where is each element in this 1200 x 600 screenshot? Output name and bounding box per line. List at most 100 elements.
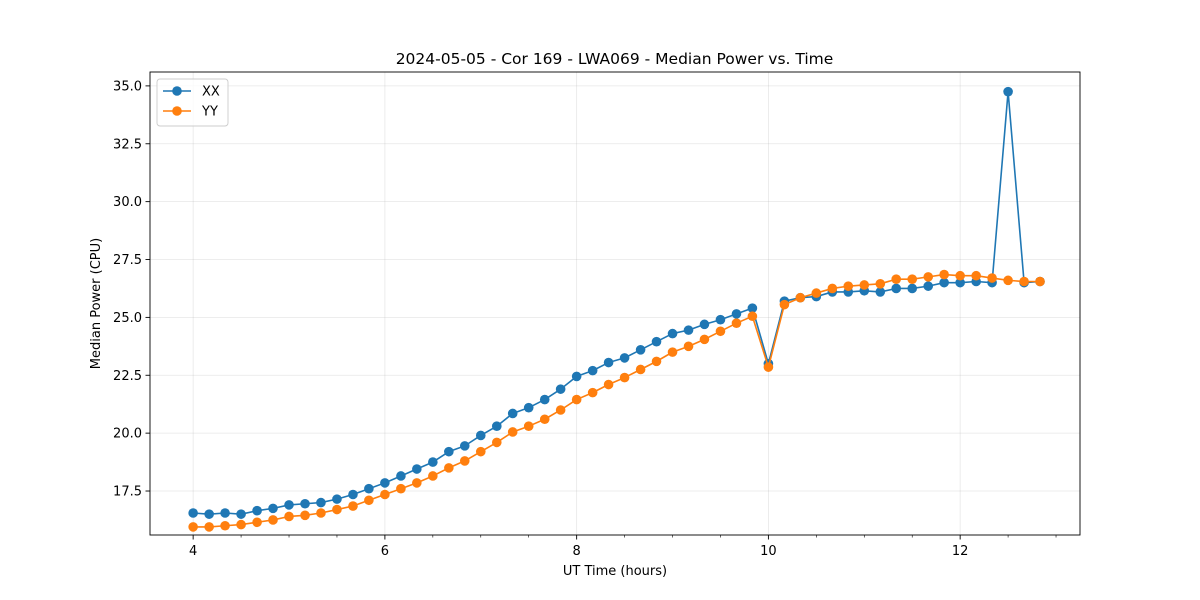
series-xx-point: [300, 498, 310, 509]
series-xx-point: [955, 277, 965, 288]
series-yy-point: [715, 326, 726, 337]
series-xx-point: [939, 277, 949, 288]
series-yy-line: [193, 273, 1041, 528]
series-yy-point: [188, 522, 198, 532]
series-xx-point: [555, 384, 566, 394]
series-yy-point: [699, 334, 710, 345]
series-yy-point: [284, 511, 294, 522]
series-yy-point: [1019, 276, 1029, 287]
series-xx: [188, 86, 1045, 519]
series-yy-point: [619, 372, 630, 383]
series-xx-point: [635, 345, 646, 355]
legend-label-xx: XX: [202, 85, 220, 100]
series-yy-point: [332, 504, 342, 515]
series-xx-point: [364, 483, 374, 494]
series-yy-point: [763, 362, 774, 372]
y-axis-label: Median Power (CPU): [89, 238, 104, 369]
series-yy-point: [603, 379, 614, 390]
series-yy-point: [428, 471, 438, 481]
x-tick-label: 12: [952, 544, 969, 559]
series-xx-point: [875, 287, 886, 297]
series-xx-point: [236, 509, 246, 519]
series-yy-point: [396, 483, 406, 494]
series-xx-point: [523, 402, 534, 413]
legend-entry-yy: YY: [163, 105, 218, 120]
series-xx-point: [1003, 86, 1013, 97]
y-tick-label: 32.5: [113, 137, 142, 152]
series-xx-point: [731, 309, 742, 319]
series-xx-point: [332, 494, 342, 504]
series-xx-point: [316, 497, 326, 508]
series-yy-point: [252, 517, 262, 528]
series-yy-point: [364, 495, 374, 506]
series-yy-point: [731, 318, 742, 328]
legend-label-yy: YY: [201, 105, 218, 120]
series-yy-point: [380, 489, 390, 500]
series-yy-point: [811, 288, 822, 298]
series-yy-point: [779, 299, 790, 310]
series-yy-point: [651, 356, 662, 367]
series-xx-point: [459, 441, 470, 451]
y-tick-label: 35.0: [113, 79, 142, 94]
series-yy-point: [459, 456, 470, 466]
axes: 4 6 8 10 12 17.5 20.0 22.5 25.0 27.5 30.0 32.5 35.0: [113, 79, 1057, 559]
series-yy-point: [523, 421, 534, 431]
y-tick-label: 17.5: [113, 485, 142, 500]
series-xx-point: [380, 478, 390, 488]
series-yy-point: [571, 394, 582, 405]
series-xx-point: [699, 319, 710, 330]
series-yy-point: [444, 463, 454, 473]
series-yy-point: [475, 446, 486, 457]
legend-entry-xx: XX: [163, 85, 220, 100]
chart-title: 2024-05-05 - Cor 169 - LWA069 - Median P…: [396, 50, 834, 68]
series-yy-point: [923, 272, 934, 282]
plot-frame: [149, 71, 1081, 536]
series-xx-point: [907, 283, 918, 294]
series-yy-point: [539, 414, 550, 425]
series-xx-point: [587, 365, 598, 376]
series-xx-point: [348, 489, 358, 500]
series-yy-point: [635, 364, 646, 375]
x-tick-label: 8: [573, 544, 581, 559]
y-tick-label: 30.0: [113, 195, 142, 210]
series-xx-point: [252, 505, 262, 516]
series-xx-point: [220, 508, 230, 518]
series-yy-point: [268, 515, 278, 525]
series-xx-point: [412, 464, 422, 474]
series-yy-point: [507, 427, 518, 437]
series-xx-point: [715, 314, 726, 325]
series-yy-point: [971, 270, 981, 281]
series-yy: [188, 269, 1045, 532]
series-yy-point: [955, 270, 965, 281]
series-xx-line: [193, 90, 1041, 515]
series-xx-point: [475, 430, 486, 441]
series-xx-point: [284, 500, 294, 510]
series-xx-point: [268, 503, 278, 514]
series-yy-point: [204, 522, 214, 532]
series-yy-point: [300, 510, 310, 521]
series-yy-point: [795, 292, 806, 303]
series-yy-point: [316, 508, 326, 518]
y-tick-label: 20.0: [113, 427, 142, 442]
series-yy-point: [236, 519, 246, 530]
series-xx-point: [444, 446, 454, 457]
series-xx-point: [571, 371, 582, 382]
series-xx-point: [619, 353, 630, 363]
series-yy-point: [587, 387, 598, 398]
series-xx-point: [539, 394, 550, 405]
series-yy-point: [412, 478, 422, 488]
series-yy-point: [875, 279, 886, 289]
legend-marker-xx: [172, 86, 182, 96]
series-xx-point: [204, 509, 214, 519]
series-yy-point: [987, 273, 997, 283]
series-yy-point: [907, 274, 918, 284]
y-tick-label: 27.5: [113, 253, 142, 268]
series-xx-point: [188, 508, 198, 518]
series-xx-point: [507, 408, 518, 419]
grid: [150, 72, 1080, 535]
series-yy-point: [683, 341, 694, 352]
series-yy-point: [891, 274, 902, 284]
series-yy-point: [667, 347, 678, 357]
legend: XX YY: [156, 78, 229, 127]
